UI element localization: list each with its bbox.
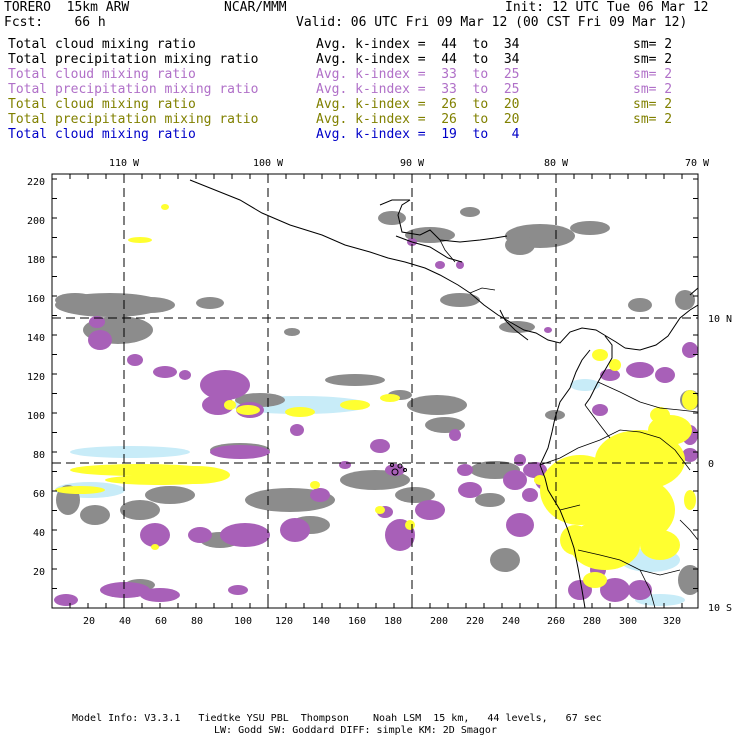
x-tick-200: 200	[430, 616, 448, 627]
y-tick-160: 160	[27, 294, 45, 305]
legend-kindex-4: Avg. k-index = 33 to 25	[316, 82, 520, 97]
valid-time: Valid: 06 UTC Fri 09 Mar 12 (00 CST Fri …	[296, 15, 688, 30]
legend-sm-4: sm= 2	[633, 82, 673, 97]
legend-field-3: Total cloud mixing ratio	[8, 67, 196, 82]
legend-field-2: Total precipitation mixing ratio	[8, 52, 259, 67]
legend-kindex-5: Avg. k-index = 26 to 20	[316, 97, 520, 112]
y-tick-200: 200	[27, 216, 45, 227]
model-info-line-2: LW: Godd SW: Goddard DIFF: simple KM: 2D…	[214, 725, 497, 736]
organization-label: NCAR/MMM	[224, 0, 287, 15]
galapagos-islands	[390, 463, 407, 476]
model-info-line-1: Model Info: V3.3.1 Tiedtke YSU PBL Thomp…	[72, 713, 602, 724]
x-tick-20: 20	[83, 616, 95, 627]
low-mid-kindex-cloud-layer	[55, 204, 698, 588]
forecast-hour: Fcst: 66 h	[4, 15, 106, 30]
x-tick-120: 120	[275, 616, 293, 627]
x-tick-60: 60	[155, 616, 167, 627]
plot-frame	[51, 173, 699, 609]
lon-label-110w: 110 W	[109, 158, 140, 169]
x-tick-260: 260	[547, 616, 565, 627]
x-tick-300: 300	[619, 616, 637, 627]
x-tick-100: 100	[234, 616, 252, 627]
lon-label-70w: 70 W	[685, 158, 710, 169]
x-tick-280: 280	[583, 616, 601, 627]
legend-kindex-6: Avg. k-index = 26 to 20	[316, 112, 520, 127]
y-tick-180: 180	[27, 255, 45, 266]
x-tick-160: 160	[348, 616, 366, 627]
y-tick-20: 20	[33, 567, 45, 578]
y-tick-80: 80	[33, 450, 45, 461]
field-layers	[54, 179, 698, 608]
legend-sm-2: sm= 2	[633, 52, 673, 67]
init-time: Init: 12 UTC Tue 06 Mar 12	[505, 0, 709, 15]
axis-ticks	[52, 174, 698, 608]
legend-kindex-1: Avg. k-index = 44 to 34	[316, 37, 520, 52]
legend-sm-5: sm= 2	[633, 97, 673, 112]
legend-sm-6: sm= 2	[633, 112, 673, 127]
axis-labels: 110 W 100 W 90 W 80 W 70 W 10 N 0 10 S 2…	[27, 158, 732, 627]
x-tick-80: 80	[191, 616, 203, 627]
lat-label-0: 0	[708, 459, 714, 470]
lon-label-100w: 100 W	[253, 158, 284, 169]
legend-kindex-7: Avg. k-index = 19 to 4	[316, 127, 520, 142]
legend-field-1: Total cloud mixing ratio	[8, 37, 196, 52]
legend-field-6: Total precipitation mixing ratio	[8, 112, 259, 127]
lon-label-80w: 80 W	[544, 158, 569, 169]
y-tick-140: 140	[27, 333, 45, 344]
mid-kindex-cloud-layer	[54, 238, 698, 606]
y-tick-120: 120	[27, 372, 45, 383]
lon-label-90w: 90 W	[400, 158, 425, 169]
lat-label-10n: 10 N	[708, 314, 732, 325]
legend-sm-3: sm= 2	[633, 67, 673, 82]
legend-sm-1: sm= 2	[633, 37, 673, 52]
x-tick-180: 180	[384, 616, 402, 627]
x-tick-140: 140	[312, 616, 330, 627]
y-tick-60: 60	[33, 489, 45, 500]
y-tick-40: 40	[33, 528, 45, 539]
x-tick-240: 240	[502, 616, 520, 627]
x-tick-320: 320	[663, 616, 681, 627]
x-tick-40: 40	[119, 616, 131, 627]
legend-kindex-3: Avg. k-index = 33 to 25	[316, 67, 520, 82]
y-tick-220: 220	[27, 177, 45, 188]
legend-field-4: Total precipitation mixing ratio	[8, 82, 259, 97]
y-tick-100: 100	[27, 411, 45, 422]
model-title: TORERO 15km ARW	[4, 0, 130, 15]
x-tick-220: 220	[466, 616, 484, 627]
lat-lon-grid	[52, 174, 698, 608]
legend-field-7: Total cloud mixing ratio	[8, 127, 196, 142]
legend-field-5: Total cloud mixing ratio	[8, 97, 196, 112]
lat-label-10s: 10 S	[708, 603, 732, 614]
borders	[439, 239, 698, 608]
legend-kindex-2: Avg. k-index = 44 to 34	[316, 52, 520, 67]
